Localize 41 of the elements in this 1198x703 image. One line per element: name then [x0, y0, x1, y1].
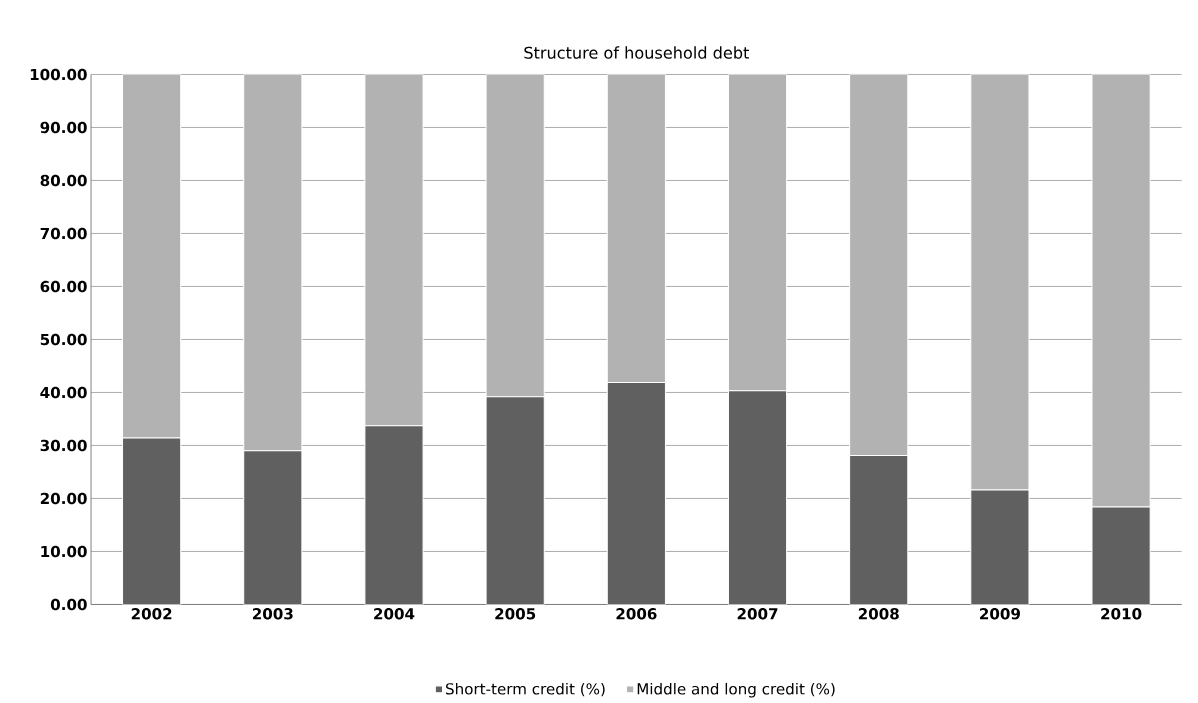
y-tick-label: 40.00	[40, 386, 87, 399]
x-tick-label: 2008	[858, 608, 899, 620]
x-tick-label: 2002	[131, 608, 172, 620]
y-tick-label: 70.00	[40, 227, 87, 240]
bar	[970, 489, 1030, 605]
x-tick-label: 2005	[495, 608, 536, 620]
y-tick-label: 20.00	[40, 492, 87, 505]
bar	[727, 390, 788, 605]
x-tick-label: 2007	[737, 608, 778, 620]
legend-label: Middle and long credit (%)	[637, 683, 835, 698]
x-tick-label: 2004	[374, 608, 415, 620]
x-tick-label: 2010	[1101, 608, 1142, 620]
bar	[122, 437, 182, 605]
y-tick-label: 80.00	[40, 174, 87, 187]
y-tick-label: 0.00	[50, 598, 87, 611]
bar	[364, 425, 424, 605]
bar	[1091, 506, 1151, 605]
bar	[364, 74, 424, 427]
legend-label: Short-term credit (%)	[446, 683, 605, 697]
y-tick-label: 50.00	[40, 333, 87, 346]
bar	[849, 74, 909, 457]
chart-title: Structure of household debt	[524, 46, 750, 59]
bar	[970, 74, 1030, 491]
bar	[606, 74, 666, 384]
x-tick-label: 2003	[252, 608, 293, 620]
y-tick-label: 100.00	[30, 68, 87, 81]
y-tick-label: 90.00	[40, 121, 87, 134]
x-tick-label: 2009	[980, 608, 1020, 620]
bar	[606, 381, 666, 605]
bar	[243, 450, 303, 605]
x-tick-label: 2006	[616, 608, 657, 620]
bar	[122, 74, 182, 439]
y-tick-label: 60.00	[40, 280, 87, 293]
bar	[1091, 74, 1151, 508]
bar	[485, 396, 545, 605]
bar	[243, 74, 303, 452]
y-tick-label: 30.00	[40, 439, 87, 452]
bar	[485, 74, 545, 398]
bar	[727, 74, 788, 392]
y-tick-label: 10.00	[41, 545, 87, 558]
bar	[849, 455, 909, 605]
